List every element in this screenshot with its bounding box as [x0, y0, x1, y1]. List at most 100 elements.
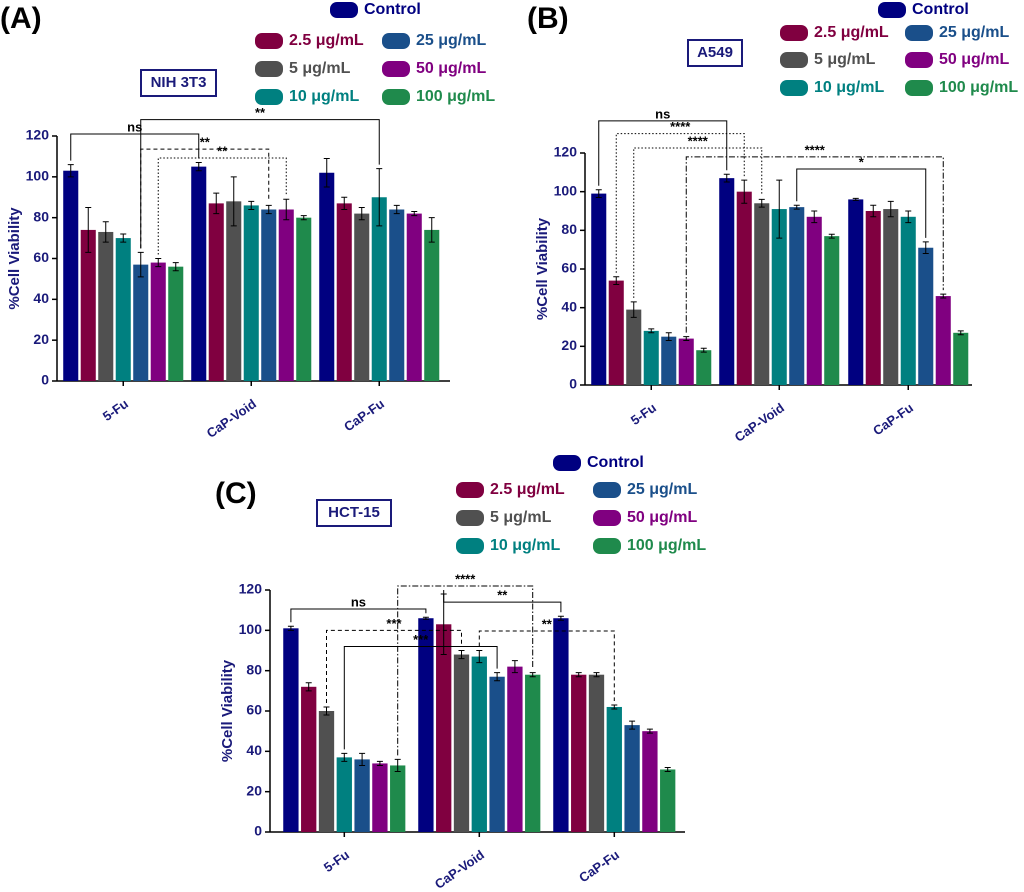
significance-bracket	[326, 629, 462, 703]
cell-line-label: HCT-15	[328, 504, 380, 521]
bar	[606, 706, 622, 832]
significance-label: **	[200, 135, 211, 150]
significance-bracket	[478, 630, 615, 701]
error-bar	[646, 728, 653, 734]
legend-swatch	[553, 455, 581, 471]
legend-label: Control	[587, 454, 644, 471]
bar	[418, 618, 434, 832]
x-tick-label: CaP-Fu	[870, 400, 916, 438]
significance-label: **	[497, 588, 508, 603]
significance-bracket	[140, 148, 270, 249]
bar	[525, 674, 541, 832]
error-bar	[341, 196, 348, 210]
legend-label: 2.5 μg/mL	[490, 481, 565, 498]
bar	[133, 264, 149, 381]
bar	[789, 207, 805, 385]
bar	[471, 656, 487, 832]
error-bar	[905, 210, 912, 224]
bar	[771, 209, 787, 385]
error-bar	[758, 198, 765, 208]
legend-swatch	[382, 61, 410, 77]
bar	[191, 166, 207, 381]
error-bar	[887, 200, 894, 218]
x-tick-label: CaP-Fu	[576, 847, 622, 885]
y-tick-label: 0	[41, 372, 49, 388]
error-bar	[611, 704, 618, 710]
cell-line-box	[140, 69, 217, 97]
bar	[608, 280, 624, 385]
legend-label: 50 μg/mL	[939, 51, 1009, 68]
bar	[336, 203, 352, 381]
bar	[900, 216, 916, 385]
bar	[591, 193, 607, 385]
error-bar	[557, 615, 564, 621]
error-bar	[393, 204, 400, 215]
y-tick-label: 40	[561, 298, 577, 314]
y-tick-label: 60	[33, 249, 49, 265]
legend-swatch	[905, 80, 933, 96]
bar	[115, 238, 131, 381]
error-bar	[283, 198, 290, 221]
bar	[336, 757, 352, 832]
y-tick-label: 60	[246, 702, 262, 718]
significance-label: ****	[455, 571, 476, 586]
significance-bracket	[598, 120, 728, 186]
error-bar	[102, 221, 109, 243]
error-bar	[422, 616, 429, 620]
bar	[208, 203, 224, 381]
y-tick-label: 0	[254, 823, 262, 839]
bar	[643, 330, 659, 385]
error-bar	[120, 233, 127, 243]
error-bar	[529, 672, 536, 678]
cell-line-label: A549	[697, 44, 733, 61]
error-bar	[305, 682, 312, 692]
bar	[507, 666, 523, 832]
significance-label: ***	[386, 616, 402, 631]
bar	[424, 229, 440, 381]
y-tick-label: 20	[33, 331, 49, 347]
error-bar	[376, 168, 383, 227]
legend-label: 5 μg/mL	[814, 51, 876, 68]
legend-label: 100 μg/mL	[416, 88, 495, 105]
error-bar	[665, 332, 672, 342]
y-tick-label: 20	[246, 782, 262, 798]
bar	[354, 213, 370, 381]
bar	[626, 309, 642, 385]
legend-label: 50 μg/mL	[416, 60, 486, 77]
x-tick-label: CaP-Fu	[341, 396, 387, 434]
significance-label: ns	[127, 119, 142, 134]
bar	[318, 711, 335, 832]
bar	[319, 172, 335, 381]
legend-swatch	[878, 2, 906, 18]
bar	[301, 686, 317, 832]
significance-label: **	[217, 143, 228, 158]
bar	[696, 350, 712, 385]
y-tick-label: 80	[246, 661, 262, 677]
error-bar	[683, 336, 690, 342]
legend-swatch	[382, 33, 410, 49]
cell-line-box	[316, 499, 392, 527]
error-bar	[664, 766, 671, 772]
cell-line-box	[687, 39, 743, 67]
bar	[371, 197, 387, 381]
error-bar	[613, 276, 620, 285]
bar	[865, 211, 881, 385]
x-tick-label: CaP-Void	[732, 400, 787, 445]
error-bar	[323, 706, 330, 716]
significance-bracket	[685, 156, 944, 333]
significance-label: **	[542, 616, 553, 631]
legend-swatch	[780, 80, 808, 96]
panel-label: (C)	[215, 477, 257, 510]
bar	[660, 769, 676, 832]
bar	[806, 216, 822, 385]
error-bar	[265, 204, 272, 215]
bar	[283, 628, 299, 832]
significance-bracket	[290, 608, 427, 623]
legend-swatch	[456, 482, 484, 498]
error-bar	[940, 293, 947, 299]
bar	[261, 209, 277, 381]
legend-label: Control	[912, 1, 969, 18]
bar	[571, 674, 587, 832]
legend-swatch	[780, 52, 808, 68]
error-bar	[428, 217, 435, 243]
